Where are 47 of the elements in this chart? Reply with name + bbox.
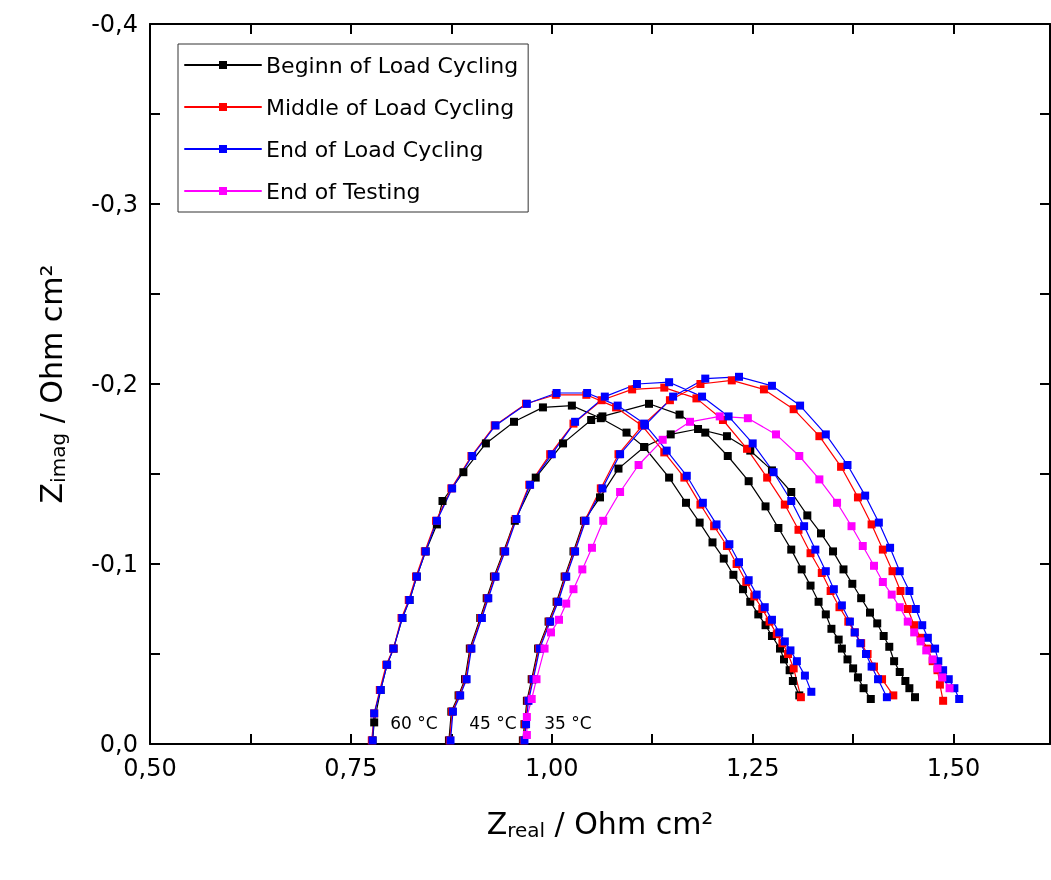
point [540, 644, 549, 653]
point [903, 617, 912, 626]
point [546, 628, 555, 637]
point [878, 578, 887, 586]
point [616, 488, 625, 496]
point [522, 713, 531, 721]
point [715, 412, 724, 421]
point [658, 435, 667, 444]
point [858, 542, 867, 550]
point [771, 430, 780, 439]
point [562, 599, 571, 608]
legend-label: End of Load Cycling [266, 136, 484, 162]
point [743, 414, 752, 423]
point [599, 516, 608, 525]
point [795, 452, 804, 460]
point [569, 585, 578, 594]
point [833, 498, 842, 507]
point [686, 417, 694, 426]
point [938, 673, 947, 682]
point [895, 603, 904, 612]
legend-label: End of Testing [266, 178, 421, 204]
y-tick-label: -0,4 [91, 10, 138, 38]
x-tick-label: 1,50 [926, 754, 981, 782]
legend-label: Beginn of Load Cycling [266, 52, 519, 78]
x-tick-label: 1,25 [725, 754, 780, 782]
point [815, 475, 824, 484]
point [910, 628, 919, 637]
y-tick-label: -0,1 [91, 550, 138, 578]
annotation: 35 °C [544, 713, 592, 733]
point [578, 565, 587, 574]
legend-label: Middle of Load Cycling [266, 94, 515, 120]
point [587, 543, 596, 552]
point [634, 461, 643, 469]
y-tick-label: -0,2 [91, 370, 138, 398]
point [847, 522, 856, 531]
point [887, 590, 896, 599]
annotation: 45 °C [469, 713, 517, 733]
annotation: 60 °C [390, 713, 438, 733]
y-tick-label: -0,3 [91, 190, 138, 218]
y-axis-title: Zimag / Ohm cm² [33, 264, 70, 504]
x-tick-label: 1,00 [525, 754, 579, 782]
point [916, 637, 925, 646]
point [945, 684, 954, 693]
x-tick-label: 0,75 [324, 754, 378, 782]
point [522, 731, 531, 739]
point [870, 561, 879, 570]
point [555, 615, 564, 624]
